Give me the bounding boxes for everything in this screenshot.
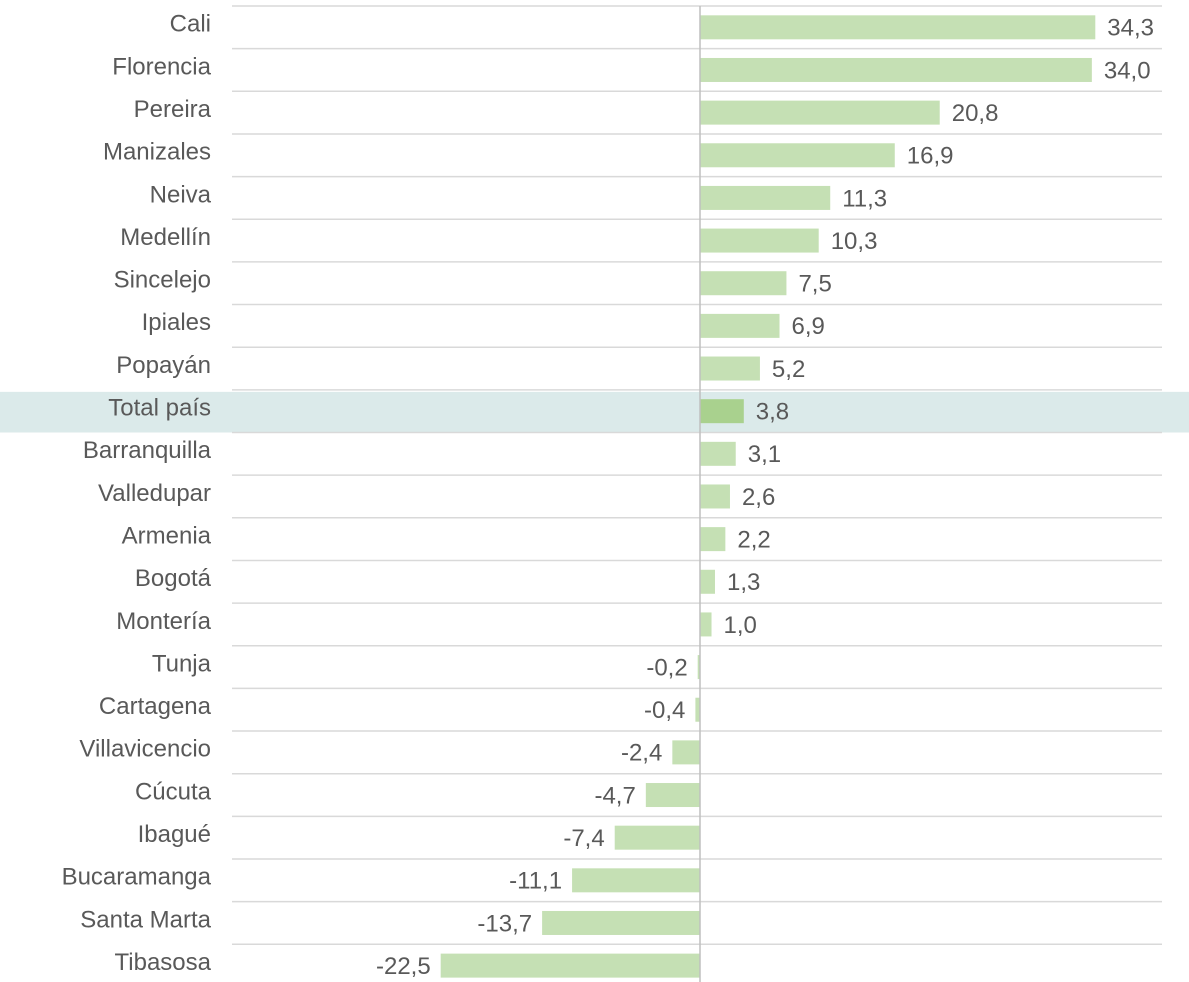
category-label: Neiva (150, 181, 212, 208)
data-label: 3,8 (756, 399, 789, 426)
bar (700, 441, 736, 466)
bar (440, 953, 700, 978)
data-label: 11,3 (842, 185, 887, 212)
data-label: 34,0 (1104, 57, 1151, 84)
category-label: Cúcuta (135, 778, 212, 805)
category-label: Medellín (120, 224, 211, 251)
bar (700, 228, 819, 253)
data-label: -11,1 (509, 868, 562, 895)
data-label: 2,6 (742, 484, 775, 511)
category-label: Sincelejo (114, 267, 211, 294)
bar (700, 569, 715, 594)
data-label: 6,9 (792, 313, 825, 340)
data-label: 3,1 (748, 441, 781, 468)
category-label: Montería (116, 608, 211, 635)
category-label: Armenia (122, 522, 212, 549)
bar (700, 15, 1096, 40)
category-label: Villavicencio (79, 736, 211, 763)
bar (672, 740, 700, 765)
bar (614, 825, 700, 850)
category-label: Bogotá (135, 565, 212, 592)
data-label: 2,2 (737, 526, 770, 553)
category-label: Bucaramanga (62, 864, 212, 891)
highlight-band (0, 391, 1189, 433)
bar (700, 484, 730, 509)
bar (700, 143, 895, 168)
data-label: 10,3 (831, 228, 878, 255)
category-label: Pereira (134, 96, 212, 123)
bar (542, 910, 700, 935)
bar (645, 783, 700, 808)
category-label: Santa Marta (80, 906, 211, 933)
data-label: 34,3 (1107, 15, 1154, 42)
bar (695, 697, 700, 722)
category-label: Barranquilla (83, 437, 212, 464)
bar (700, 185, 831, 210)
data-label: 16,9 (907, 143, 954, 170)
bar (700, 399, 744, 424)
bar (700, 612, 712, 637)
data-label: -13,7 (477, 910, 532, 937)
category-label: Total país (108, 395, 211, 422)
bar (700, 57, 1092, 82)
category-label: Popayán (116, 352, 211, 379)
data-label: -22,5 (376, 953, 431, 980)
data-label: 1,3 (727, 569, 760, 596)
bar (700, 313, 780, 338)
category-label: Tibasosa (115, 949, 212, 976)
data-label: 20,8 (952, 100, 999, 127)
category-label: Florencia (112, 53, 211, 80)
bar (700, 100, 940, 125)
category-label: Manizales (103, 139, 211, 166)
data-label: -0,4 (644, 697, 685, 724)
category-label: Cartagena (99, 693, 212, 720)
category-label: Ipiales (142, 309, 211, 336)
data-label: -4,7 (594, 782, 635, 809)
bar (700, 527, 726, 552)
data-label: -7,4 (563, 825, 604, 852)
data-label: -2,4 (621, 740, 662, 767)
bar (700, 356, 760, 381)
data-label: 1,0 (724, 612, 757, 639)
category-label: Tunja (152, 650, 212, 677)
bar (697, 655, 700, 680)
category-label: Valledupar (98, 480, 211, 507)
data-label: 7,5 (798, 271, 831, 298)
bar (572, 868, 700, 893)
category-label: Ibagué (138, 821, 211, 848)
data-label: -0,2 (646, 654, 687, 681)
bar (700, 271, 787, 296)
category-label: Cali (170, 11, 211, 38)
data-label: 5,2 (772, 356, 805, 383)
